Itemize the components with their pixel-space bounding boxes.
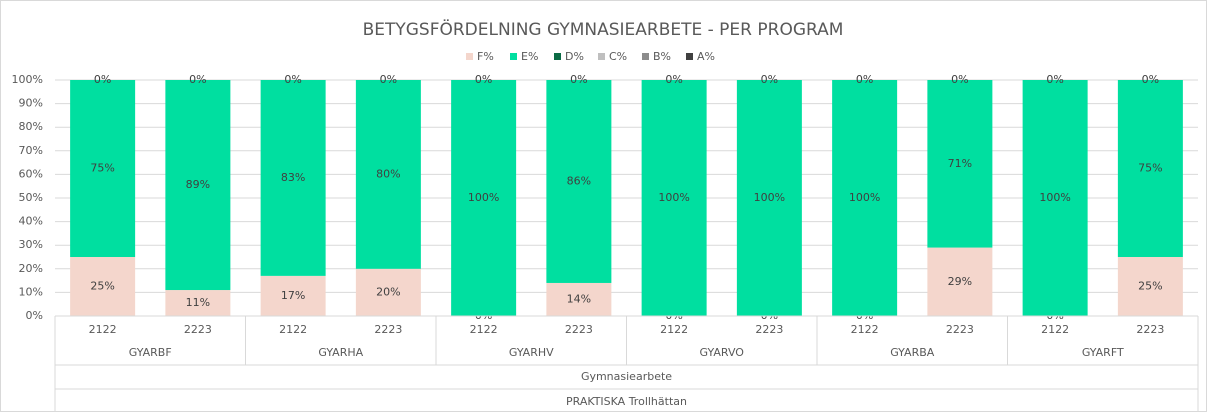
data-label: 75%: [90, 162, 114, 175]
data-label: 100%: [1039, 191, 1070, 204]
legend-swatch: [642, 53, 649, 60]
x-tick-label: 2223: [565, 323, 593, 336]
data-label: 0%: [1142, 73, 1159, 86]
bar-segment: [70, 257, 136, 316]
bar-segment: [165, 80, 231, 291]
x-tick-label: 2223: [946, 323, 974, 336]
legend-label: D%: [565, 50, 584, 63]
bar-segment: [451, 80, 517, 316]
bar-segment: [1117, 257, 1183, 316]
x-tick-label: 2122: [279, 323, 307, 336]
bar-segment: [1022, 80, 1088, 316]
y-tick-label: 10%: [19, 285, 43, 298]
bar-segment: [641, 80, 707, 316]
data-label: 0%: [665, 73, 682, 86]
data-label: 0%: [475, 73, 492, 86]
y-tick-label: 80%: [19, 120, 43, 133]
legend-label: A%: [697, 50, 715, 63]
data-label: 100%: [754, 191, 785, 204]
data-label: 80%: [376, 167, 400, 180]
legend-swatch: [510, 53, 517, 60]
data-label: 14%: [567, 292, 591, 305]
data-label: 29%: [948, 275, 972, 288]
bar-segment: [355, 80, 421, 269]
group-label: GYARVO: [700, 346, 745, 359]
bar-segment: [927, 80, 993, 248]
legend-swatch: [554, 53, 561, 60]
chart-title: BETYGSFÖRDELNING GYMNASIEARBETE - PER PR…: [363, 18, 844, 40]
group-label: GYARHV: [509, 346, 554, 359]
data-label: 0%: [761, 73, 778, 86]
data-label: 100%: [468, 191, 499, 204]
data-label: 86%: [567, 174, 591, 187]
group-label: GYARBA: [890, 346, 935, 359]
x-tick-label: 2122: [89, 323, 117, 336]
legend-swatch: [466, 53, 473, 60]
y-tick-label: 30%: [19, 238, 43, 251]
y-tick-label: 60%: [19, 167, 43, 180]
data-label: 25%: [90, 280, 114, 293]
bar-segment: [927, 247, 993, 316]
x-tick-label: 2223: [184, 323, 212, 336]
y-tick-label: 40%: [19, 215, 43, 228]
bar-segment: [546, 282, 612, 316]
bar-segment: [355, 268, 421, 316]
data-label: 89%: [186, 178, 210, 191]
group-label: GYARBF: [129, 346, 172, 359]
outer-group-label: PRAKTISKA Trollhättan: [566, 395, 687, 408]
data-label: 0%: [189, 73, 206, 86]
super-group-label: Gymnasiearbete: [581, 370, 672, 383]
bar-segment: [546, 80, 612, 283]
x-tick-label: 2223: [374, 323, 402, 336]
data-label: 11%: [186, 296, 210, 309]
data-label: 0%: [570, 73, 587, 86]
x-tick-label: 2122: [470, 323, 498, 336]
legend-label: F%: [477, 50, 494, 63]
legend-label: C%: [609, 50, 627, 63]
bar-segment: [260, 80, 326, 276]
data-label: 17%: [281, 289, 305, 302]
y-tick-label: 90%: [19, 97, 43, 110]
group-label: GYARHA: [318, 346, 363, 359]
data-label: 71%: [948, 157, 972, 170]
y-tick-label: 100%: [12, 73, 43, 86]
bar-segment: [736, 80, 802, 316]
legend-swatch: [686, 53, 693, 60]
data-label: 100%: [849, 191, 880, 204]
data-label: 83%: [281, 171, 305, 184]
y-tick-label: 50%: [19, 191, 43, 204]
data-label: 25%: [1138, 280, 1162, 293]
y-tick-label: 70%: [19, 144, 43, 157]
data-label: 0%: [284, 73, 301, 86]
bar-segment: [832, 80, 898, 316]
x-tick-label: 2122: [851, 323, 879, 336]
data-label: 0%: [380, 73, 397, 86]
data-label: 0%: [951, 73, 968, 86]
data-label: 100%: [658, 191, 689, 204]
y-tick-label: 20%: [19, 262, 43, 275]
data-label: 0%: [94, 73, 111, 86]
x-tick-label: 2223: [755, 323, 783, 336]
bar-segment: [165, 290, 231, 316]
data-label: 75%: [1138, 162, 1162, 175]
data-label: 0%: [1046, 73, 1063, 86]
group-label: GYARFT: [1082, 346, 1124, 359]
legend-label: B%: [653, 50, 671, 63]
legend-swatch: [598, 53, 605, 60]
y-tick-label: 0%: [26, 309, 43, 322]
data-label: 0%: [856, 73, 873, 86]
x-tick-label: 2122: [660, 323, 688, 336]
data-label: 20%: [376, 285, 400, 298]
bar-segment: [1117, 80, 1183, 257]
x-tick-label: 2122: [1041, 323, 1069, 336]
bar-segment: [260, 275, 326, 316]
bar-segment: [70, 80, 136, 257]
legend-label: E%: [521, 50, 538, 63]
x-tick-label: 2223: [1136, 323, 1164, 336]
